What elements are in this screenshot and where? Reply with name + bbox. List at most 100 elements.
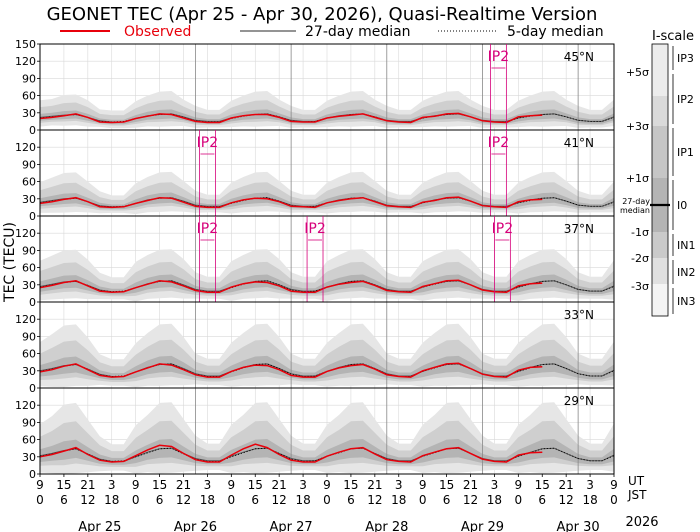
i-scale-segment bbox=[652, 232, 668, 258]
x-tick-label-jst: 12 bbox=[559, 493, 574, 507]
x-tick-label-ut: 9 bbox=[610, 478, 618, 492]
legend: Observed 27-day median 5-day median bbox=[60, 24, 604, 40]
y-tick-label: 120 bbox=[15, 55, 36, 68]
x-tick-label-ut: 9 bbox=[323, 478, 331, 492]
x-tick-label-ut: 15 bbox=[535, 478, 550, 492]
i-scale-segment bbox=[652, 126, 668, 178]
sigma-band-inner bbox=[40, 274, 614, 295]
y-tick-label: 120 bbox=[15, 227, 36, 240]
observed-line bbox=[39, 112, 543, 124]
x-tick-label-jst: 6 bbox=[156, 493, 164, 507]
marker-label: IP2 bbox=[492, 221, 513, 237]
x-tick-label-ut: 21 bbox=[559, 478, 574, 492]
ut-label: UT bbox=[628, 474, 645, 488]
panel-29n: 0 30 60 90 120 29°N bbox=[15, 387, 615, 481]
y-tick-label: 120 bbox=[15, 313, 36, 326]
sigma-band-inner bbox=[40, 192, 614, 210]
x-tick-label-jst: 18 bbox=[487, 493, 502, 507]
median5-line bbox=[39, 197, 615, 208]
x-tick-label-ut: 3 bbox=[299, 478, 307, 492]
x-tick-label-ut: 21 bbox=[272, 478, 287, 492]
x-tick-label-jst: 0 bbox=[228, 493, 236, 507]
observed-line bbox=[39, 279, 543, 294]
x-tick-label-ut: 21 bbox=[80, 478, 95, 492]
x-tick-label-jst: 0 bbox=[323, 493, 331, 507]
legend-median5-label: 5-day median bbox=[507, 24, 604, 40]
y-tick-label: 0 bbox=[29, 124, 36, 137]
x-tick-label-ut: 15 bbox=[439, 478, 454, 492]
y-tick-label: 0 bbox=[29, 210, 36, 223]
panel-latitude-label: 37°N bbox=[564, 222, 594, 236]
x-tick-label-jst: 6 bbox=[251, 493, 259, 507]
x-axis: 9015621123189015621123189015621123189015… bbox=[36, 474, 618, 532]
median-label: median bbox=[620, 206, 650, 215]
x-tick-label-ut: 21 bbox=[367, 478, 382, 492]
x-tick-label-jst: 12 bbox=[272, 493, 287, 507]
marker-label: IP2 bbox=[488, 135, 509, 151]
marker-label: IP2 bbox=[197, 135, 218, 151]
x-tick-label-jst: 0 bbox=[515, 493, 523, 507]
y-tick-label: 60 bbox=[22, 434, 36, 447]
i-scale-class-label: I0 bbox=[677, 199, 687, 212]
panel-latitude-label: 29°N bbox=[564, 394, 594, 408]
y-tick-label: 90 bbox=[22, 72, 36, 85]
ip2-marker: IP2 bbox=[304, 216, 326, 302]
x-tick-label-jst: 0 bbox=[36, 493, 44, 507]
y-tick-label: 90 bbox=[22, 244, 36, 257]
y-tick-label: 60 bbox=[22, 262, 36, 275]
panel-latitude-label: 33°N bbox=[564, 308, 594, 322]
ip2-marker: IP2 bbox=[488, 44, 509, 130]
x-tick-label-ut: 3 bbox=[395, 478, 403, 492]
y-tick-label: 30 bbox=[22, 451, 36, 464]
x-tick-label-ut: 9 bbox=[228, 478, 236, 492]
legend-observed-label: Observed bbox=[124, 24, 191, 40]
y-tick-label: 120 bbox=[15, 141, 36, 154]
ip2-marker: IP2 bbox=[488, 130, 509, 216]
sigma-label: +3σ bbox=[626, 120, 649, 133]
i-scale-class-label: IP1 bbox=[677, 146, 694, 159]
x-tick-label-ut: 3 bbox=[586, 478, 594, 492]
sigma-band-inner bbox=[40, 109, 614, 125]
x-tick-label-jst: 18 bbox=[295, 493, 310, 507]
median-label: 27-day bbox=[622, 197, 650, 206]
y-tick-label: 60 bbox=[22, 90, 36, 103]
y-tick-label: 30 bbox=[22, 279, 36, 292]
day-label: Apr 26 bbox=[174, 520, 217, 532]
year-label: 2026 bbox=[625, 515, 658, 530]
sigma-label: +1σ bbox=[626, 172, 649, 185]
y-axis-label: TEC (TECU) bbox=[2, 222, 18, 303]
x-tick-label-jst: 6 bbox=[538, 493, 546, 507]
i-scale-class-label: IP3 bbox=[677, 52, 694, 65]
marker-label: IP2 bbox=[197, 221, 218, 237]
x-tick-label-ut: 9 bbox=[36, 478, 44, 492]
y-tick-label: 0 bbox=[29, 382, 36, 395]
x-tick-label-jst: 6 bbox=[60, 493, 68, 507]
x-tick-label-ut: 3 bbox=[204, 478, 212, 492]
x-tick-label-ut: 15 bbox=[56, 478, 71, 492]
day-label: Apr 29 bbox=[461, 520, 504, 532]
marker-label: IP2 bbox=[488, 49, 509, 65]
x-tick-label-ut: 15 bbox=[343, 478, 358, 492]
sigma-label: +5σ bbox=[626, 66, 649, 79]
i-scale-class-label: IN1 bbox=[677, 239, 695, 252]
y-tick-label: 120 bbox=[15, 399, 36, 412]
x-tick-label-ut: 3 bbox=[491, 478, 499, 492]
x-tick-label-ut: 3 bbox=[108, 478, 116, 492]
x-tick-label-jst: 12 bbox=[463, 493, 478, 507]
panels: 0 30 60 90 120 150 45°N IP2 0 30 60 90 120 41°N IP2 IP2… bbox=[15, 38, 615, 481]
i-scale-segment bbox=[652, 96, 668, 126]
x-tick-label-jst: 18 bbox=[391, 493, 406, 507]
panel-latitude-label: 45°N bbox=[564, 50, 594, 64]
x-tick-label-jst: 6 bbox=[347, 493, 355, 507]
x-tick-label-jst: 0 bbox=[132, 493, 140, 507]
i-scale-frame bbox=[651, 43, 669, 317]
y-tick-label: 30 bbox=[22, 365, 36, 378]
i-scale-class-label: IN3 bbox=[677, 295, 695, 308]
i-scale-class-label: IN2 bbox=[677, 266, 695, 279]
observed-line bbox=[39, 362, 543, 378]
y-tick-label: 60 bbox=[22, 348, 36, 361]
legend-median27-label: 27-day median bbox=[305, 24, 411, 40]
panel-latitude-label: 41°N bbox=[564, 136, 594, 150]
